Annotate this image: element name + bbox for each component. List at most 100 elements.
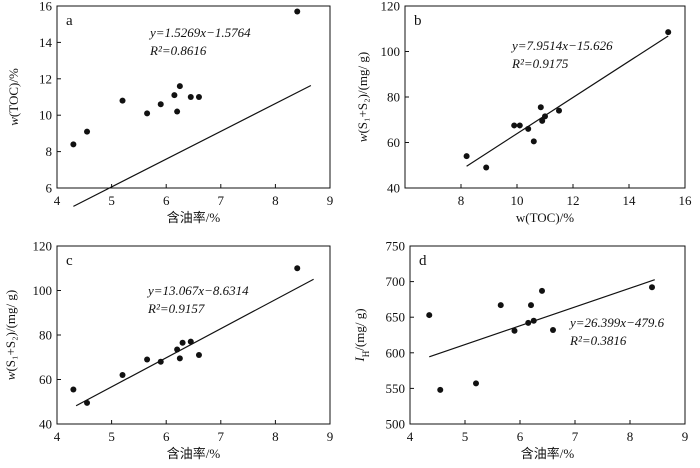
x-tick-label: 8 bbox=[272, 193, 279, 208]
y-tick-label: 16 bbox=[39, 0, 53, 14]
data-point bbox=[171, 92, 178, 99]
x-tick-label: 7 bbox=[572, 429, 579, 444]
x-tick-label: 10 bbox=[511, 193, 524, 208]
data-point bbox=[426, 312, 433, 319]
data-point bbox=[463, 153, 470, 160]
data-point bbox=[649, 284, 655, 291]
y-axis-title: w(TOC)/% bbox=[6, 68, 21, 126]
data-point bbox=[530, 138, 537, 145]
x-tick-label: 8 bbox=[272, 429, 279, 444]
y-tick-label: 40 bbox=[39, 417, 52, 432]
y-axis-title-part: (TOC)/% bbox=[6, 68, 21, 117]
x-tick-label: 8 bbox=[627, 429, 634, 444]
y-tick-label: 750 bbox=[386, 239, 406, 254]
panel-letter: a bbox=[66, 13, 73, 29]
y-axis-title-part: w bbox=[3, 371, 18, 380]
y-axis-title: IH/(mg/ g) bbox=[352, 308, 371, 362]
y-tick-label: 8 bbox=[46, 144, 53, 159]
y-tick-label: 12 bbox=[39, 71, 52, 86]
data-point bbox=[483, 164, 490, 171]
data-point bbox=[665, 29, 672, 36]
y-tick-label: 500 bbox=[386, 417, 406, 432]
data-point bbox=[539, 117, 546, 124]
plot-frame bbox=[404, 5, 686, 189]
data-point bbox=[195, 94, 202, 100]
plot-frame bbox=[409, 245, 686, 425]
fit-equation: y=7.9514x−15.626 bbox=[510, 38, 613, 53]
panel-a: 4 5 6 7 8 9 6 8 10 12 14 16 含油率/% w(TOC)/% a y=1.5269x−… bbox=[6, 0, 333, 225]
y-axis-title: w(S₁+S₂)/(mg/ g) bbox=[355, 52, 370, 142]
data-point bbox=[70, 386, 77, 393]
y-axis-title-part: (S₁+S₂)/(mg/ g) bbox=[3, 290, 18, 372]
data-point bbox=[473, 380, 479, 387]
panel-letter: b bbox=[414, 13, 422, 29]
data-point bbox=[537, 104, 544, 111]
data-point bbox=[179, 339, 186, 346]
y-tick-label: 80 bbox=[387, 90, 400, 105]
y-tick-label: 100 bbox=[33, 283, 53, 298]
x-tick-label: 6 bbox=[163, 429, 170, 444]
x-tick-label: 4 bbox=[54, 193, 61, 208]
y-tick-label: 60 bbox=[387, 135, 400, 150]
data-point bbox=[84, 399, 91, 406]
fit-equation: y=26.399x−479.6 bbox=[568, 315, 665, 330]
x-axis-title: 含油率/% bbox=[167, 446, 221, 461]
fit-equation: y=13.067x−8.6314 bbox=[146, 283, 249, 298]
fit-equation: y=1.5269x−1.5764 bbox=[148, 25, 251, 40]
data-point bbox=[84, 128, 91, 135]
data-point bbox=[530, 317, 537, 324]
data-point bbox=[195, 352, 202, 359]
x-tick-label: 7 bbox=[218, 193, 225, 208]
y-tick-label: 120 bbox=[33, 239, 53, 254]
y-tick-label: 600 bbox=[386, 345, 406, 360]
data-point bbox=[187, 94, 194, 100]
data-point bbox=[516, 122, 523, 129]
panel-b: 8 10 12 14 16 40 60 80 100 120 w(TOC)/% w(S₁+S₂)/(m… bbox=[355, 0, 692, 225]
r-squared: R²=0.8616 bbox=[149, 43, 207, 58]
y-axis-title-part: w bbox=[6, 117, 21, 126]
x-tick-label: 9 bbox=[327, 429, 334, 444]
data-point bbox=[174, 108, 181, 115]
x-tick-label: 16 bbox=[679, 193, 693, 208]
data-point bbox=[119, 372, 126, 379]
data-point bbox=[437, 386, 444, 393]
x-tick-label: 5 bbox=[108, 193, 115, 208]
y-axis-title-part: /(mg/ g) bbox=[352, 308, 367, 350]
y-axis-title: w(S₁+S₂)/(mg/ g) bbox=[3, 290, 18, 380]
data-point bbox=[176, 355, 183, 362]
x-axis-title: 含油率/% bbox=[167, 210, 221, 225]
x-axis-title: 含油率/% bbox=[521, 446, 575, 461]
x-tick-label: 4 bbox=[54, 429, 61, 444]
data-point bbox=[550, 327, 556, 334]
x-tick-label: 8 bbox=[458, 193, 465, 208]
r-squared: R²=0.9175 bbox=[511, 56, 569, 71]
y-axis-title-part: (S₁+S₂)/(mg/ g) bbox=[355, 52, 370, 134]
regression-line bbox=[466, 35, 669, 167]
x-tick-label: 5 bbox=[462, 429, 469, 444]
panel-letter: c bbox=[66, 253, 73, 269]
y-tick-label: 120 bbox=[381, 0, 401, 14]
y-tick-label: 100 bbox=[381, 44, 401, 59]
y-tick-label: 60 bbox=[39, 372, 52, 387]
y-tick-label: 40 bbox=[387, 181, 400, 196]
data-point bbox=[119, 97, 126, 104]
x-tick-label: 6 bbox=[163, 193, 170, 208]
y-tick-label: 650 bbox=[386, 310, 406, 325]
x-tick-label: 9 bbox=[682, 429, 689, 444]
panel-letter: d bbox=[419, 253, 427, 269]
data-point bbox=[144, 110, 151, 117]
panel-d: 4 5 6 7 8 9 500 550 600 650 700 750 含油率/% IH/(mg/ g) d… bbox=[352, 239, 688, 462]
data-point bbox=[294, 8, 301, 15]
data-point bbox=[187, 338, 194, 345]
x-tick-label: 14 bbox=[623, 193, 637, 208]
y-axis-title-part: H bbox=[361, 350, 371, 357]
x-tick-label: 6 bbox=[517, 429, 524, 444]
y-tick-label: 550 bbox=[386, 381, 406, 396]
y-tick-label: 700 bbox=[386, 274, 406, 289]
x-tick-label: 9 bbox=[327, 193, 334, 208]
y-tick-label: 6 bbox=[46, 181, 53, 196]
data-point bbox=[157, 358, 164, 365]
x-tick-label: 5 bbox=[108, 429, 115, 444]
data-point bbox=[144, 356, 151, 363]
